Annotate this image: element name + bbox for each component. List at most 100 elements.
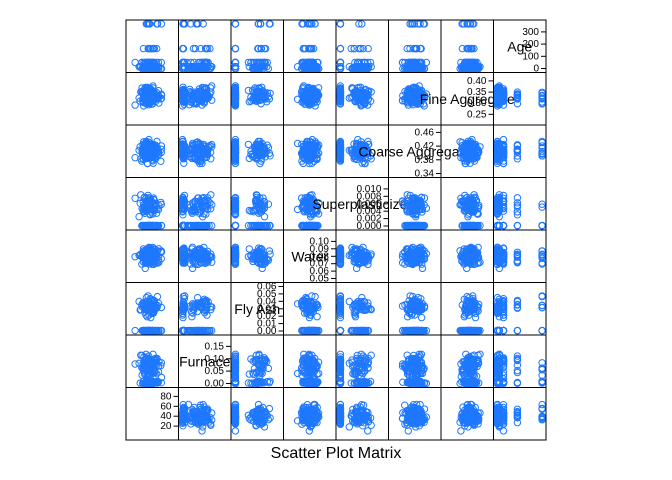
data-point [460, 20, 468, 28]
data-point [157, 20, 166, 28]
data-point [417, 58, 426, 67]
variable-label: Water [291, 248, 328, 264]
data-point [305, 96, 313, 104]
data-point [347, 44, 355, 53]
data-point [311, 20, 319, 28]
scatter-panel [493, 124, 547, 178]
data-point [476, 62, 484, 71]
data-point [257, 44, 265, 53]
data-point [410, 20, 419, 28]
tick-label: 0.25 [467, 109, 487, 120]
data-point [358, 20, 366, 28]
data-point [293, 139, 302, 148]
data-point [200, 64, 208, 73]
scatter-panel [125, 72, 179, 126]
variable-label: Superplasticizer [312, 196, 412, 212]
data-point [231, 85, 240, 93]
data-point [469, 20, 477, 28]
scatter-panel [125, 124, 179, 178]
data-point [179, 44, 188, 53]
variable-label: Age [507, 38, 532, 54]
scatter-panel [125, 229, 179, 283]
scatter-panel [493, 72, 547, 126]
tick-label: 100 [522, 51, 539, 62]
data-point [148, 58, 156, 67]
data-point [261, 44, 270, 53]
scatter-panel [230, 124, 284, 178]
data-point [231, 64, 240, 73]
data-point [355, 44, 363, 53]
data-point [131, 101, 139, 109]
data-point [231, 221, 240, 230]
data-point [148, 89, 156, 97]
scatter-panel [283, 124, 337, 178]
data-point [458, 44, 466, 53]
data-point [410, 44, 418, 53]
data-point [250, 64, 258, 73]
data-point [153, 64, 161, 73]
data-point [266, 20, 274, 28]
data-point [146, 44, 154, 53]
data-point [460, 64, 468, 73]
data-point [254, 58, 263, 67]
scatter-panel [230, 177, 284, 231]
data-point [149, 82, 157, 90]
data-point [208, 96, 216, 104]
data-point [141, 88, 149, 97]
data-point [231, 102, 240, 110]
data-point [244, 140, 253, 149]
data-point [336, 44, 345, 53]
data-point [417, 44, 425, 53]
data-point [463, 20, 471, 28]
scatter-panel [335, 229, 389, 283]
tick-label: 0.46 [415, 127, 435, 138]
scatter-panel [440, 19, 494, 73]
data-point [142, 62, 150, 71]
scatter-panel [125, 19, 179, 73]
data-point [298, 98, 306, 106]
scatter-panel [283, 19, 337, 73]
data-point [466, 20, 474, 28]
tick-label: 0.010 [356, 184, 381, 195]
data-point [364, 44, 372, 53]
data-point [202, 95, 211, 103]
data-point [231, 94, 240, 103]
scatter-panel [230, 19, 284, 73]
data-point [308, 20, 316, 28]
scatter-panel [230, 229, 284, 283]
data-point [200, 99, 209, 107]
data-point [202, 44, 211, 53]
data-point [187, 20, 195, 28]
tick-label: 300 [522, 27, 539, 38]
scatter-panel [178, 229, 232, 283]
data-point [303, 64, 311, 73]
data-point [231, 89, 240, 97]
data-point [305, 62, 313, 71]
data-point [260, 58, 269, 67]
data-point [189, 95, 198, 104]
data-point [195, 94, 203, 103]
data-point [253, 87, 261, 95]
data-point [145, 20, 153, 28]
data-point [157, 157, 165, 166]
data-point [313, 94, 321, 103]
data-point [298, 20, 306, 28]
data-point [353, 64, 361, 73]
data-point [466, 58, 474, 67]
data-point [355, 20, 363, 28]
data-point [142, 96, 150, 104]
data-point [305, 44, 313, 53]
data-point [463, 44, 471, 53]
data-point [310, 44, 318, 53]
data-point [197, 44, 205, 53]
data-point [311, 93, 319, 101]
data-point [231, 82, 240, 90]
scatter-panel [440, 177, 494, 231]
data-point [193, 93, 202, 102]
data-point [513, 221, 522, 230]
tick-label: 0 [533, 64, 539, 75]
